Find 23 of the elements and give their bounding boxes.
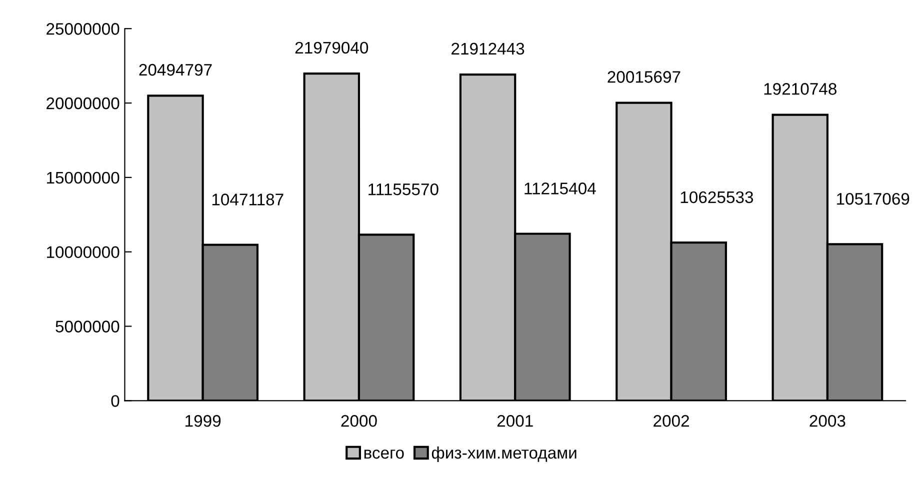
data-label: 10517069 bbox=[837, 192, 910, 205]
x-tick-label: 2000 bbox=[341, 415, 377, 427]
x-tick-label: 2001 bbox=[497, 415, 533, 427]
data-label: 11215404 bbox=[524, 182, 596, 194]
x-tick-label: 1999 bbox=[186, 415, 221, 427]
data-label: 10625533 bbox=[680, 191, 754, 204]
y-tick-label: 20000000 bbox=[46, 97, 120, 110]
data-label: 19210748 bbox=[764, 83, 836, 95]
data-label: 20494797 bbox=[139, 64, 212, 76]
y-tick-label: 0 bbox=[111, 395, 120, 407]
data-label: 10471187 bbox=[212, 194, 284, 206]
x-tick-label: 2003 bbox=[810, 415, 846, 427]
data-label: 11155570 bbox=[368, 183, 438, 196]
data-label: 20015697 bbox=[608, 71, 680, 83]
data-label: 21912443 bbox=[452, 42, 524, 55]
y-tick-label: 10000000 bbox=[47, 246, 120, 258]
x-tick-label: 2002 bbox=[654, 415, 689, 427]
y-tick-label: 25000000 bbox=[46, 23, 120, 35]
y-tick-label: 15000000 bbox=[47, 172, 120, 184]
legend-label: всего bbox=[364, 450, 404, 459]
data-label: 21979040 bbox=[295, 42, 368, 54]
y-tick-label: 5000000 bbox=[56, 320, 120, 332]
legend-label: физ-хим.методами bbox=[432, 446, 576, 462]
